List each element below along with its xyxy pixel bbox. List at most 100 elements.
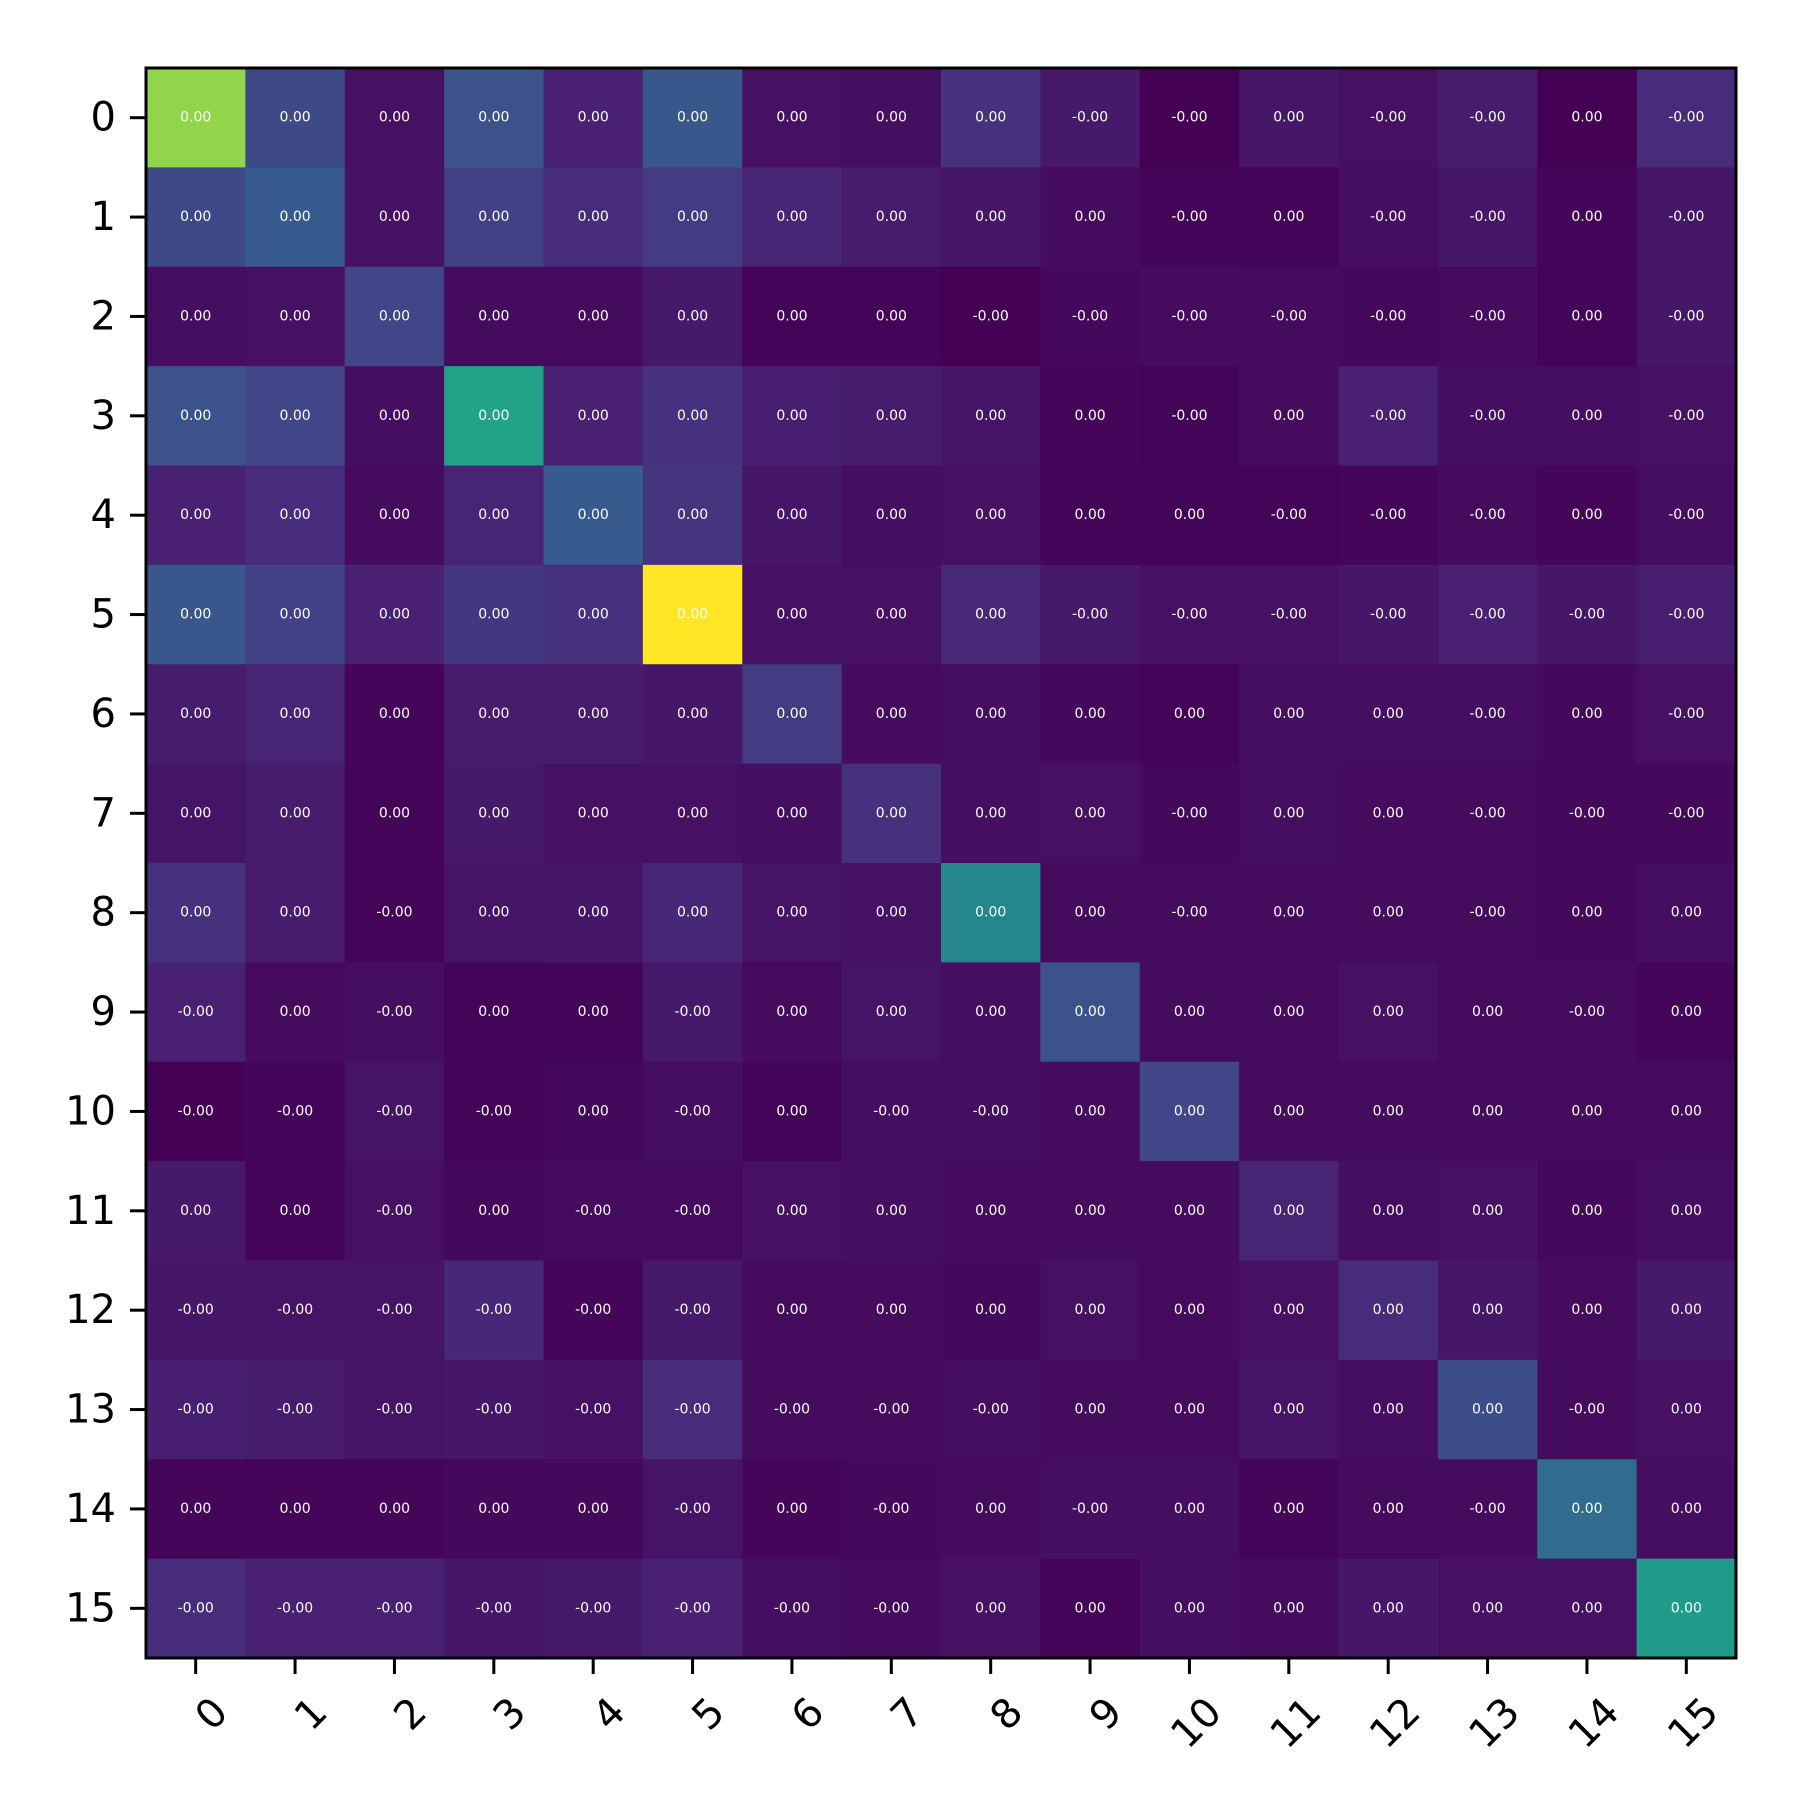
heatmap-cell-11-5 [642, 1161, 743, 1262]
cell-label-12-13: 0.00 [1472, 1302, 1503, 1318]
heatmap-cell-15-14 [1537, 1558, 1638, 1659]
x-tick-label-0: 0 [187, 1689, 238, 1740]
cell-label-9-13: 0.00 [1472, 1004, 1503, 1020]
heatmap-cell-0-11 [1239, 68, 1340, 168]
cell-label-12-0: -0.00 [178, 1302, 214, 1318]
heatmap-cell-5-13 [1437, 564, 1538, 665]
heatmap-cell-2-4 [543, 266, 644, 367]
cell-label-6-3: 0.00 [478, 706, 509, 722]
cell-label-14-11: 0.00 [1273, 1501, 1304, 1517]
cell-label-6-0: 0.00 [180, 706, 211, 722]
cell-label-10-13: 0.00 [1472, 1103, 1503, 1119]
y-tick-label-13: 13 [65, 1387, 116, 1433]
x-tick-label-5: 5 [683, 1689, 734, 1740]
heatmap-cell-9-13 [1437, 962, 1538, 1063]
heatmap-cell-9-8 [941, 962, 1041, 1063]
heatmap-cell-12-15 [1636, 1260, 1737, 1361]
heatmap-cell-7-15 [1636, 763, 1737, 864]
heatmap-cell-0-10 [1139, 68, 1240, 168]
cell-label-11-9: 0.00 [1074, 1203, 1105, 1219]
cell-label-14-12: 0.00 [1373, 1501, 1404, 1517]
cell-label-8-11: 0.00 [1273, 905, 1304, 921]
cell-label-10-5: -0.00 [674, 1103, 710, 1119]
heatmap-cell-12-1 [245, 1260, 346, 1361]
heatmap-cell-12-5 [642, 1260, 743, 1361]
heatmap-cell-13-5 [642, 1359, 743, 1460]
heatmap-cell-10-9 [1040, 1061, 1141, 1162]
cell-label-5-10: -0.00 [1171, 607, 1207, 623]
heatmap-cell-8-15 [1636, 863, 1737, 963]
heatmap-cell-6-13 [1437, 664, 1538, 765]
heatmap-cell-11-9 [1040, 1161, 1141, 1262]
heatmap-cell-15-0 [146, 1558, 246, 1659]
y-tick-label-5: 5 [91, 592, 116, 638]
cell-label-2-5: 0.00 [677, 308, 708, 324]
cell-label-3-5: 0.00 [677, 408, 708, 424]
cell-label-11-3: 0.00 [478, 1203, 509, 1219]
heatmap-cell-7-9 [1040, 763, 1141, 864]
cell-label-10-14: 0.00 [1571, 1103, 1602, 1119]
cell-label-3-13: -0.00 [1469, 408, 1505, 424]
heatmap-cell-6-5 [642, 664, 743, 765]
cell-label-12-3: -0.00 [476, 1302, 512, 1318]
heatmap-cell-12-0 [146, 1260, 246, 1361]
cell-label-3-1: 0.00 [279, 408, 310, 424]
cell-label-1-5: 0.00 [677, 209, 708, 225]
heatmap-cell-5-14 [1537, 564, 1638, 665]
cell-label-4-13: -0.00 [1469, 507, 1505, 523]
cell-label-4-1: 0.00 [279, 507, 310, 523]
x-tick-label-8: 8 [982, 1689, 1033, 1740]
heatmap-cell-9-0 [146, 962, 246, 1063]
heatmap-cell-4-13 [1437, 465, 1538, 566]
cell-label-2-14: 0.00 [1571, 308, 1602, 324]
heatmap-cell-0-12 [1338, 68, 1439, 168]
heatmap-cell-11-2 [344, 1161, 445, 1262]
cell-label-4-12: -0.00 [1370, 507, 1406, 523]
cell-label-8-9: 0.00 [1074, 905, 1105, 921]
heatmap-cell-1-0 [146, 167, 246, 268]
heatmap-cell-1-13 [1437, 167, 1538, 268]
heatmap-cell-13-14 [1537, 1359, 1638, 1460]
heatmap-cell-2-10 [1139, 266, 1240, 367]
heatmap-cell-7-8 [941, 763, 1041, 864]
heatmap-cell-15-5 [642, 1558, 743, 1659]
cell-label-10-11: 0.00 [1273, 1103, 1304, 1119]
heatmap-cell-7-4 [543, 763, 644, 864]
heatmap-cell-13-2 [344, 1359, 445, 1460]
heatmap-cell-9-14 [1537, 962, 1638, 1063]
cell-label-12-8: 0.00 [975, 1302, 1006, 1318]
heatmap-cell-15-13 [1437, 1558, 1538, 1659]
cell-label-4-9: 0.00 [1074, 507, 1105, 523]
y-tick-label-9: 9 [91, 989, 116, 1035]
heatmap-cell-3-14 [1537, 366, 1638, 467]
cell-label-11-0: 0.00 [180, 1203, 211, 1219]
heatmap-cell-11-1 [245, 1161, 346, 1262]
cell-label-8-15: 0.00 [1671, 905, 1702, 921]
heatmap-cell-13-1 [245, 1359, 346, 1460]
cell-label-11-2: -0.00 [376, 1203, 412, 1219]
heatmap-cell-8-11 [1239, 863, 1340, 963]
heatmap-cell-3-9 [1040, 366, 1141, 467]
heatmap-cell-10-13 [1437, 1061, 1538, 1162]
cell-label-8-7: 0.00 [876, 905, 907, 921]
cell-label-1-7: 0.00 [876, 209, 907, 225]
cell-label-14-2: 0.00 [379, 1501, 410, 1517]
cell-label-0-5: 0.00 [677, 110, 708, 126]
heatmap-cell-4-8 [941, 465, 1041, 566]
heatmap-cell-7-2 [344, 763, 445, 864]
cell-label-6-1: 0.00 [279, 706, 310, 722]
heatmap-cell-3-12 [1338, 366, 1439, 467]
x-tick-label-10: 10 [1162, 1689, 1231, 1758]
heatmap-cell-15-8 [941, 1558, 1041, 1659]
cell-label-14-15: 0.00 [1671, 1501, 1702, 1517]
cell-label-10-7: -0.00 [873, 1103, 909, 1119]
heatmap-cell-1-6 [742, 167, 843, 268]
x-tick-label-1: 1 [286, 1689, 337, 1740]
cell-label-5-12: -0.00 [1370, 607, 1406, 623]
cell-label-0-7: 0.00 [876, 110, 907, 126]
heatmap-cell-10-8 [941, 1061, 1041, 1162]
heatmap-cell-11-15 [1636, 1161, 1737, 1262]
y-tick-label-7: 7 [91, 790, 116, 836]
heatmap-cell-13-9 [1040, 1359, 1141, 1460]
heatmap-cell-10-6 [742, 1061, 843, 1162]
